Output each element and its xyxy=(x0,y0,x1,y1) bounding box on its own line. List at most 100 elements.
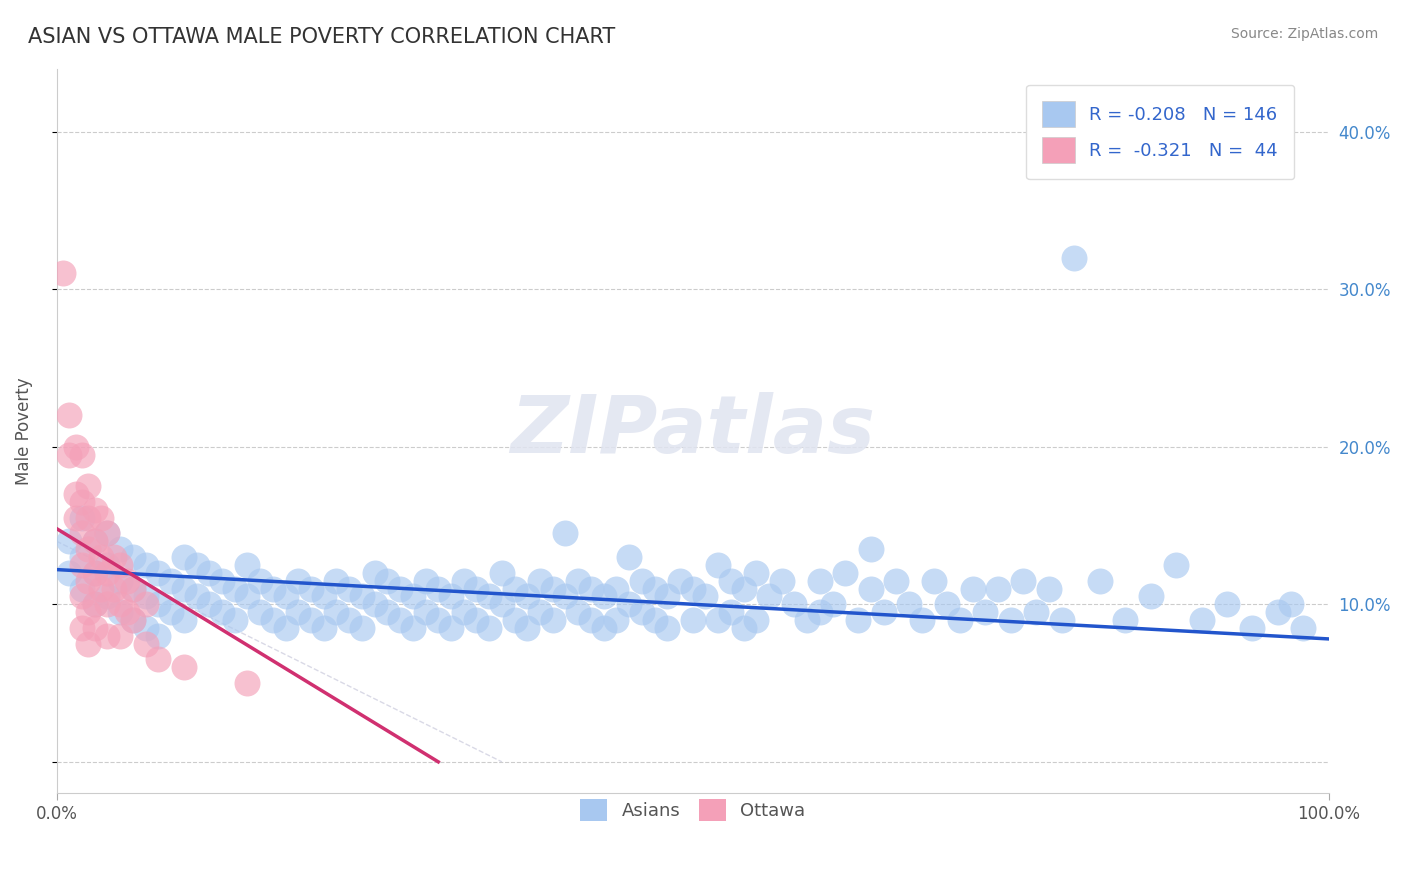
Point xyxy=(262,613,284,627)
Point xyxy=(465,582,488,596)
Point xyxy=(96,590,118,604)
Point xyxy=(859,542,882,557)
Point xyxy=(541,613,564,627)
Point xyxy=(859,582,882,596)
Point xyxy=(135,621,157,635)
Point xyxy=(198,566,221,580)
Point xyxy=(115,574,138,588)
Point xyxy=(834,566,856,580)
Point xyxy=(1038,582,1060,596)
Point xyxy=(287,574,309,588)
Point xyxy=(453,574,475,588)
Point xyxy=(1292,621,1315,635)
Point xyxy=(617,549,640,564)
Point xyxy=(1025,605,1047,619)
Point xyxy=(148,597,170,611)
Point xyxy=(70,582,93,596)
Point xyxy=(83,566,105,580)
Point xyxy=(808,605,831,619)
Point xyxy=(541,582,564,596)
Point xyxy=(52,266,75,280)
Point xyxy=(70,590,93,604)
Point xyxy=(148,629,170,643)
Point xyxy=(503,613,526,627)
Point xyxy=(135,590,157,604)
Point xyxy=(415,574,437,588)
Point xyxy=(491,597,513,611)
Point xyxy=(821,597,844,611)
Point xyxy=(415,605,437,619)
Point xyxy=(554,590,576,604)
Point xyxy=(70,549,93,564)
Point xyxy=(402,590,425,604)
Point xyxy=(96,558,118,572)
Point xyxy=(911,613,934,627)
Point xyxy=(529,574,551,588)
Point xyxy=(350,621,373,635)
Point xyxy=(363,566,385,580)
Point xyxy=(70,495,93,509)
Point xyxy=(605,613,627,627)
Point xyxy=(1267,605,1289,619)
Point xyxy=(103,582,125,596)
Point xyxy=(236,558,259,572)
Point xyxy=(58,408,80,422)
Point xyxy=(770,574,793,588)
Point xyxy=(325,574,347,588)
Point xyxy=(110,629,132,643)
Point xyxy=(236,590,259,604)
Point xyxy=(884,574,907,588)
Point xyxy=(103,549,125,564)
Point xyxy=(325,605,347,619)
Point xyxy=(897,597,920,611)
Point xyxy=(478,590,501,604)
Point xyxy=(491,566,513,580)
Point xyxy=(758,590,780,604)
Point xyxy=(110,542,132,557)
Point xyxy=(389,613,412,627)
Point xyxy=(745,613,768,627)
Point xyxy=(682,582,704,596)
Point xyxy=(122,613,145,627)
Point xyxy=(936,597,959,611)
Point xyxy=(96,566,118,580)
Point xyxy=(90,549,112,564)
Point xyxy=(1114,613,1136,627)
Point xyxy=(669,574,692,588)
Point xyxy=(173,582,195,596)
Point xyxy=(110,605,132,619)
Point xyxy=(186,590,208,604)
Point xyxy=(83,597,105,611)
Point xyxy=(644,613,666,627)
Point xyxy=(274,590,297,604)
Point xyxy=(110,597,132,611)
Point xyxy=(211,605,233,619)
Point xyxy=(796,613,818,627)
Point xyxy=(554,526,576,541)
Text: ASIAN VS OTTAWA MALE POVERTY CORRELATION CHART: ASIAN VS OTTAWA MALE POVERTY CORRELATION… xyxy=(28,27,616,46)
Point xyxy=(65,440,87,454)
Point xyxy=(160,574,183,588)
Point xyxy=(605,582,627,596)
Point xyxy=(135,558,157,572)
Point xyxy=(58,534,80,549)
Point xyxy=(377,605,399,619)
Point xyxy=(630,574,652,588)
Point xyxy=(427,613,450,627)
Point xyxy=(1279,597,1302,611)
Point xyxy=(122,582,145,596)
Point xyxy=(83,597,105,611)
Point xyxy=(567,574,589,588)
Point xyxy=(312,590,335,604)
Point xyxy=(1000,613,1022,627)
Point xyxy=(299,613,322,627)
Point xyxy=(148,566,170,580)
Point xyxy=(783,597,806,611)
Point xyxy=(720,605,742,619)
Point xyxy=(465,613,488,627)
Point xyxy=(682,613,704,627)
Point xyxy=(1088,574,1111,588)
Point xyxy=(58,448,80,462)
Point xyxy=(224,613,246,627)
Point xyxy=(77,542,100,557)
